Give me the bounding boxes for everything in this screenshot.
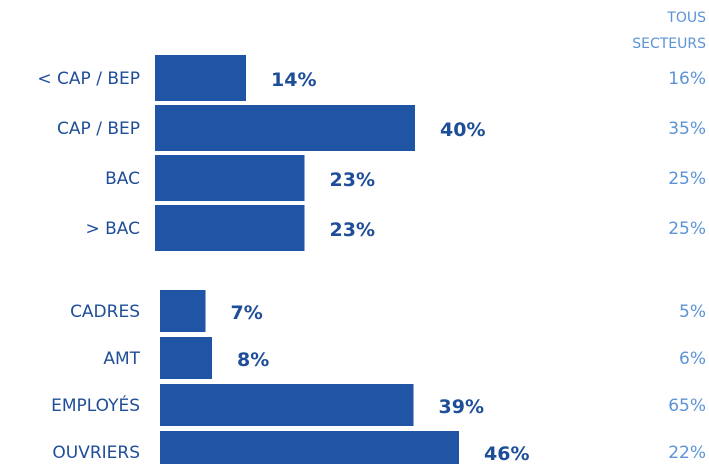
bar — [160, 384, 414, 426]
reference-header-line-1: TOUS — [666, 10, 706, 26]
value-label: 39% — [439, 396, 484, 418]
category-label: AMT — [103, 349, 140, 369]
bars-layer: < CAP / BEP 14% 16% CAP / BEP 40% 35% BAC 23% 25… — [37, 55, 706, 464]
reference-value: 22% — [668, 443, 706, 463]
reference-value: 16% — [668, 69, 706, 89]
bar — [155, 205, 305, 251]
reference-value: 35% — [668, 119, 706, 139]
category-label: EMPLOYÉS — [51, 394, 140, 416]
bar — [155, 55, 246, 101]
bar — [160, 431, 459, 464]
reference-header-line-2: SECTEURS — [632, 36, 706, 52]
bar — [160, 290, 206, 332]
category-label: CADRES — [70, 302, 140, 322]
value-label: 23% — [330, 169, 375, 191]
category-label: > BAC — [85, 219, 140, 239]
category-label: BAC — [105, 169, 140, 189]
value-label: 8% — [237, 349, 269, 371]
value-label: 7% — [231, 302, 263, 324]
reference-value: 25% — [668, 169, 706, 189]
reference-value: 25% — [668, 219, 706, 239]
reference-value: 65% — [668, 396, 706, 416]
bar — [160, 337, 212, 379]
category-label: CAP / BEP — [57, 119, 140, 139]
category-label: OUVRIERS — [52, 443, 140, 463]
value-label: 46% — [484, 443, 529, 464]
value-label: 23% — [330, 219, 375, 241]
value-label: 40% — [440, 119, 485, 141]
reference-value: 5% — [679, 302, 706, 322]
value-label: 14% — [271, 69, 316, 91]
bar — [155, 155, 305, 201]
bar — [155, 105, 415, 151]
category-label: < CAP / BEP — [37, 69, 140, 89]
reference-value: 6% — [679, 349, 706, 369]
